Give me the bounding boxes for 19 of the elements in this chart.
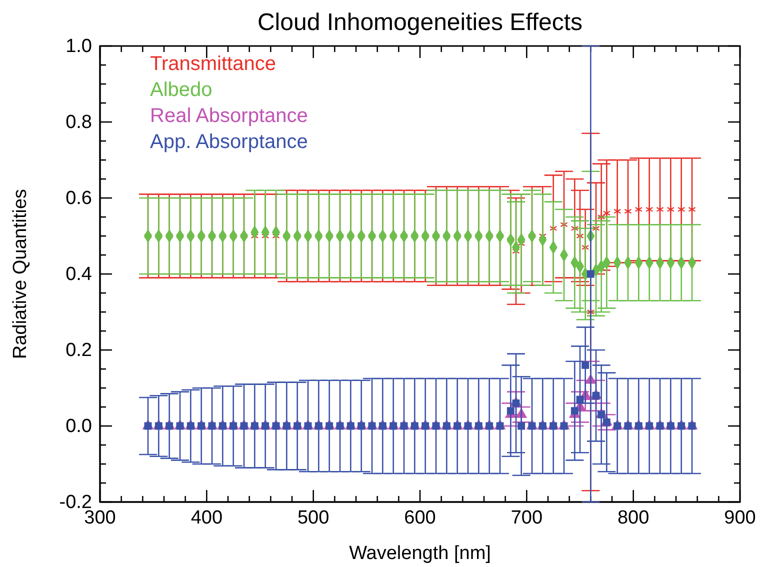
y-tick-label: 0.6 bbox=[66, 188, 92, 210]
y-tick-label: 0.4 bbox=[66, 264, 92, 286]
x-axis-title: Wavelength [nm] bbox=[349, 543, 491, 564]
text: Real Absorptance bbox=[150, 105, 308, 127]
text: Albedo bbox=[150, 79, 212, 101]
x-tick-label: 400 bbox=[190, 507, 223, 528]
x-tick-label: 900 bbox=[724, 507, 756, 528]
x-tick-label: 800 bbox=[617, 507, 650, 528]
x-tick-label: 500 bbox=[297, 507, 330, 528]
y-tick-label: 0.8 bbox=[66, 112, 92, 134]
x-tick-label: 700 bbox=[510, 507, 543, 528]
text: App. Absorptance bbox=[150, 131, 308, 153]
y-tick-label: 0.0 bbox=[66, 416, 92, 438]
chart-title: Cloud Inhomogeneities Effects bbox=[257, 9, 583, 36]
y-tick-label: 1.0 bbox=[66, 36, 92, 58]
text: Transmittance bbox=[150, 53, 276, 75]
y-axis-title: Radiative Quantities bbox=[10, 188, 31, 360]
y-tick-label: 0.2 bbox=[66, 340, 92, 362]
x-tick-label: 600 bbox=[404, 507, 436, 528]
